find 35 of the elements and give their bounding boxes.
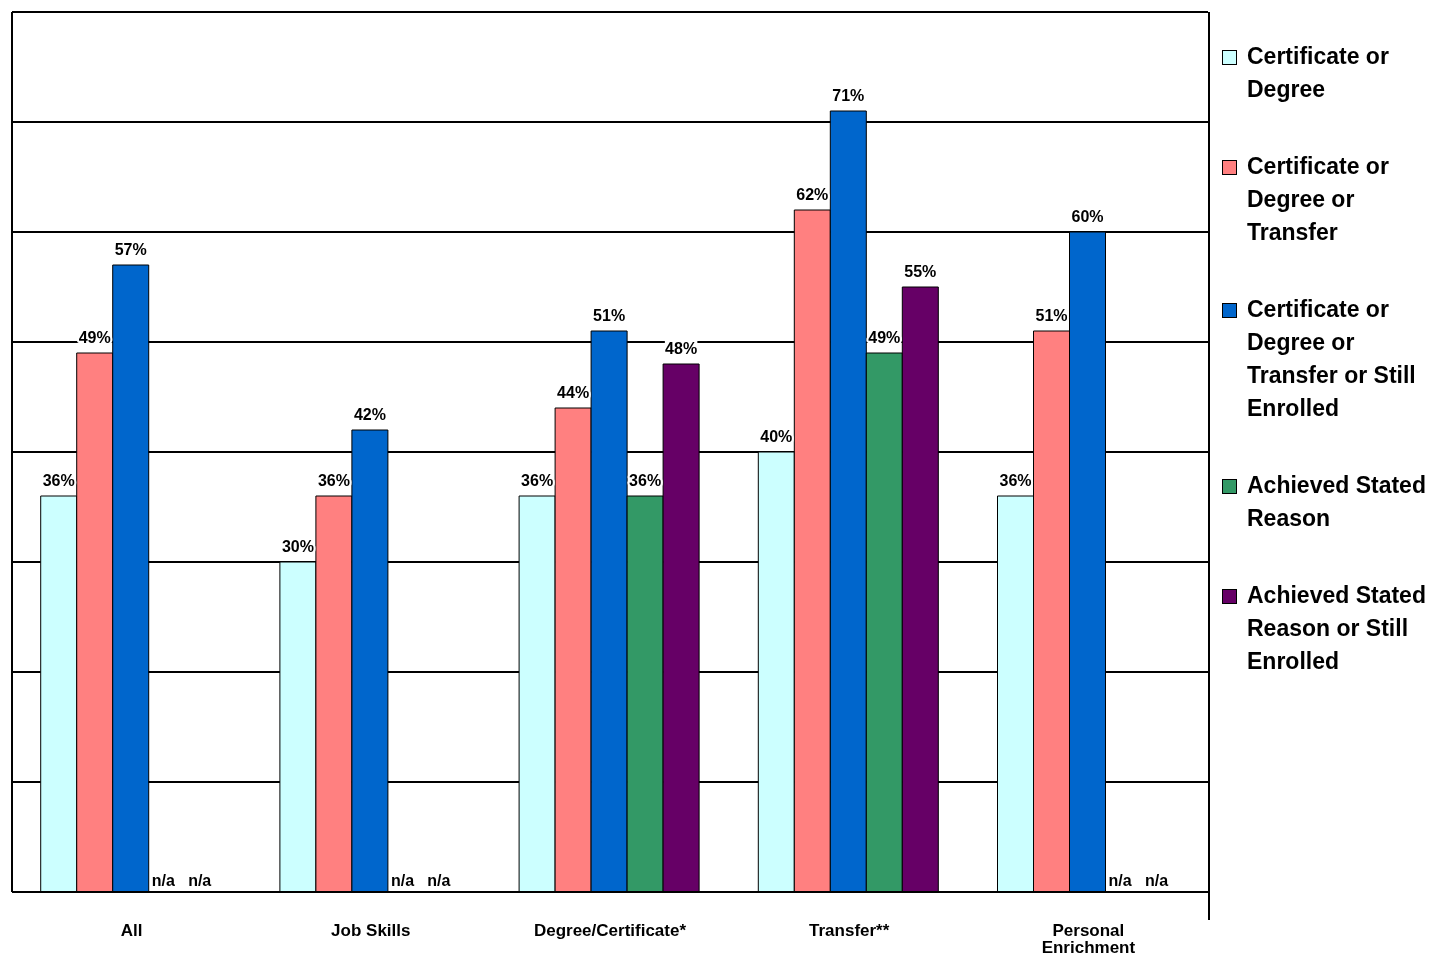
data-label: 57% xyxy=(114,241,147,258)
data-label: 62% xyxy=(796,186,829,203)
data-label: 51% xyxy=(593,307,626,324)
data-label: 48% xyxy=(665,340,698,357)
data-label: 60% xyxy=(1071,208,1104,225)
x-tick-label: Degree/Certificate* xyxy=(533,921,687,941)
data-label: 36% xyxy=(999,472,1032,489)
legend-label: Achieved Stated Reason xyxy=(1247,471,1427,533)
text: n/a xyxy=(151,872,175,889)
x-tick-label: Personal Enrichment xyxy=(1041,921,1136,958)
text: n/a xyxy=(188,872,212,889)
text: n/a xyxy=(1144,872,1169,889)
data-label: 71% xyxy=(832,87,865,104)
x-tick-label: All xyxy=(120,921,143,941)
data-label: 51% xyxy=(1035,307,1068,324)
data-label: 36% xyxy=(42,472,75,489)
text: n/a xyxy=(1108,872,1132,889)
data-label: 36% xyxy=(629,472,662,489)
data-label: 42% xyxy=(353,406,386,423)
data-label: 40% xyxy=(760,428,793,445)
text: n/a xyxy=(427,872,451,889)
legend-label: Certificate or Degree xyxy=(1247,42,1390,104)
data-label: 36% xyxy=(317,472,350,489)
x-tick-label: Job Skills xyxy=(331,921,411,941)
data-label: 49% xyxy=(868,329,901,346)
data-label: 30% xyxy=(281,538,314,555)
data-label: 49% xyxy=(78,329,111,346)
legend-label: Achieved Stated Reason or Still Enrolled xyxy=(1247,581,1427,676)
text: n/a xyxy=(390,872,415,889)
x-tick-label: Transfer** xyxy=(809,921,890,941)
legend-label: Certificate or Degree or Transfer or Still Enrolled xyxy=(1247,295,1417,423)
legend-label: Certificate or Degree or Transfer xyxy=(1247,152,1390,247)
data-label: 55% xyxy=(904,263,937,280)
data-label: 36% xyxy=(521,472,554,489)
data-label: 44% xyxy=(557,384,590,401)
